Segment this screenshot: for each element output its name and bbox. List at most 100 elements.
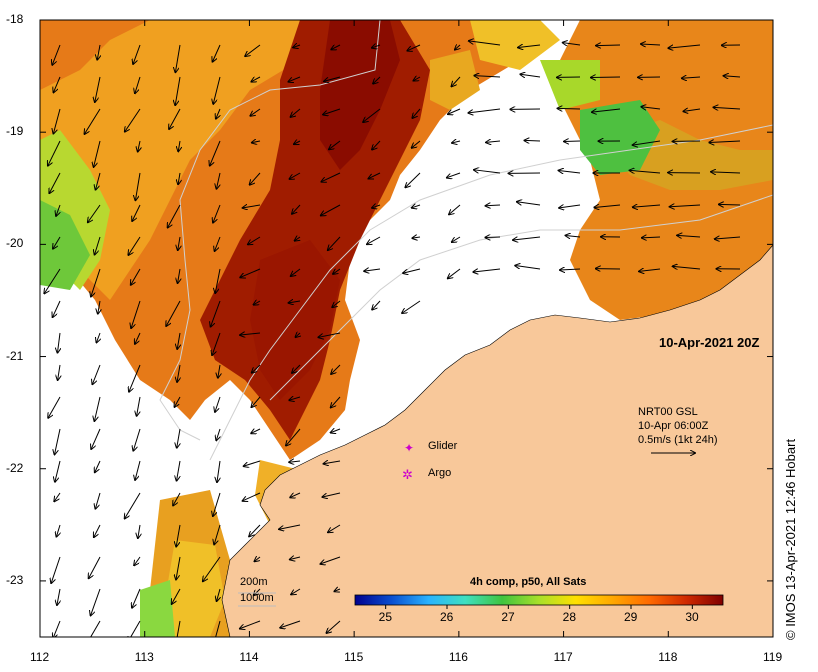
current-vector bbox=[289, 76, 301, 82]
current-vector bbox=[369, 172, 381, 179]
current-vector bbox=[474, 76, 501, 77]
current-vector bbox=[89, 556, 101, 578]
current-vector bbox=[243, 492, 261, 501]
current-vector bbox=[293, 45, 301, 47]
y-ticks bbox=[40, 19, 773, 582]
current-vector bbox=[178, 172, 180, 184]
current-vector bbox=[250, 172, 261, 185]
x-tick-label: 113 bbox=[134, 650, 154, 664]
current-vector bbox=[279, 524, 301, 529]
current-vector bbox=[58, 364, 60, 380]
current-key-scale: 0.5m/s (1kt 24h) bbox=[638, 434, 718, 446]
current-vector bbox=[245, 44, 261, 56]
current-vector bbox=[135, 332, 141, 344]
current-vector bbox=[324, 76, 341, 81]
current-vector bbox=[524, 140, 541, 141]
x-tick-label: 114 bbox=[239, 650, 259, 664]
current-vector bbox=[331, 429, 341, 433]
current-vector bbox=[405, 172, 421, 187]
current-vector bbox=[129, 364, 141, 392]
current-vector bbox=[214, 524, 221, 544]
current-vector bbox=[682, 77, 701, 78]
current-vector bbox=[334, 589, 341, 591]
colorbar-tick-label: 27 bbox=[501, 610, 515, 624]
map-frame bbox=[39, 19, 774, 638]
current-vector bbox=[596, 45, 621, 46]
current-vector bbox=[54, 76, 61, 92]
current-vector bbox=[331, 396, 341, 407]
current-vector bbox=[210, 140, 221, 166]
current-vector bbox=[329, 140, 341, 149]
current-vector bbox=[51, 556, 61, 583]
current-vector bbox=[332, 300, 341, 307]
current-vector bbox=[486, 141, 501, 142]
current-vector bbox=[630, 170, 661, 173]
current-vector bbox=[175, 44, 181, 72]
current-vector bbox=[558, 108, 581, 109]
current-vector bbox=[138, 524, 140, 538]
current-vector bbox=[326, 620, 341, 633]
current-vector bbox=[131, 300, 141, 328]
current-vector bbox=[331, 364, 341, 374]
current-vector bbox=[215, 396, 221, 412]
current-vector bbox=[98, 300, 100, 314]
x-tick-label: 117 bbox=[553, 650, 573, 664]
current-vector bbox=[323, 108, 341, 115]
current-vector bbox=[215, 236, 221, 251]
colorbar-tick-label: 30 bbox=[685, 610, 699, 624]
current-vector bbox=[95, 236, 101, 255]
current-vector bbox=[178, 236, 180, 250]
current-vector bbox=[213, 76, 221, 104]
current-vector bbox=[177, 428, 180, 448]
current-vector bbox=[53, 108, 61, 133]
colorbar bbox=[354, 594, 724, 606]
current-vector bbox=[135, 460, 141, 480]
current-vector bbox=[173, 492, 181, 505]
current-vector bbox=[212, 332, 221, 355]
current-vector bbox=[291, 588, 301, 594]
current-vector bbox=[169, 108, 181, 129]
current-vector bbox=[135, 76, 141, 93]
current-vector bbox=[56, 524, 60, 537]
current-vector bbox=[402, 300, 421, 313]
current-vector bbox=[133, 44, 141, 64]
current-vector bbox=[331, 45, 341, 49]
current-vector bbox=[216, 108, 220, 119]
current-vector bbox=[563, 43, 581, 45]
current-vector bbox=[372, 300, 381, 310]
colorbar-ticks bbox=[385, 605, 693, 609]
isobaths bbox=[159, 20, 773, 461]
current-vector bbox=[240, 333, 261, 335]
current-vector bbox=[372, 205, 381, 208]
current-vector bbox=[447, 172, 461, 178]
current-vector bbox=[320, 556, 341, 564]
glider-label: Glider bbox=[428, 440, 458, 452]
current-vector bbox=[218, 364, 220, 378]
current-vector bbox=[713, 107, 741, 109]
current-vector bbox=[84, 108, 101, 134]
current-vector bbox=[319, 332, 341, 337]
current-vector bbox=[469, 41, 501, 46]
y-tick-label: -21 bbox=[6, 348, 24, 363]
current-vector bbox=[448, 108, 461, 114]
current-vector bbox=[251, 76, 261, 82]
y-tick-label: -23 bbox=[6, 572, 24, 587]
current-vector bbox=[128, 236, 141, 255]
current-vector bbox=[91, 428, 101, 449]
current-vector bbox=[95, 76, 101, 102]
current-vector bbox=[372, 45, 381, 48]
plot-area bbox=[40, 20, 773, 637]
colorbar-tick-label: 26 bbox=[440, 610, 454, 624]
current-vector bbox=[407, 44, 421, 51]
current-vector bbox=[94, 140, 101, 167]
current-vector bbox=[125, 108, 141, 132]
current-vector bbox=[412, 237, 421, 238]
current-vector bbox=[53, 300, 61, 317]
current-vector bbox=[255, 557, 260, 561]
current-vector bbox=[168, 204, 181, 227]
current-vector bbox=[166, 300, 181, 326]
sst-field bbox=[40, 20, 773, 637]
current-vector bbox=[473, 269, 501, 272]
current-vector bbox=[44, 268, 61, 293]
